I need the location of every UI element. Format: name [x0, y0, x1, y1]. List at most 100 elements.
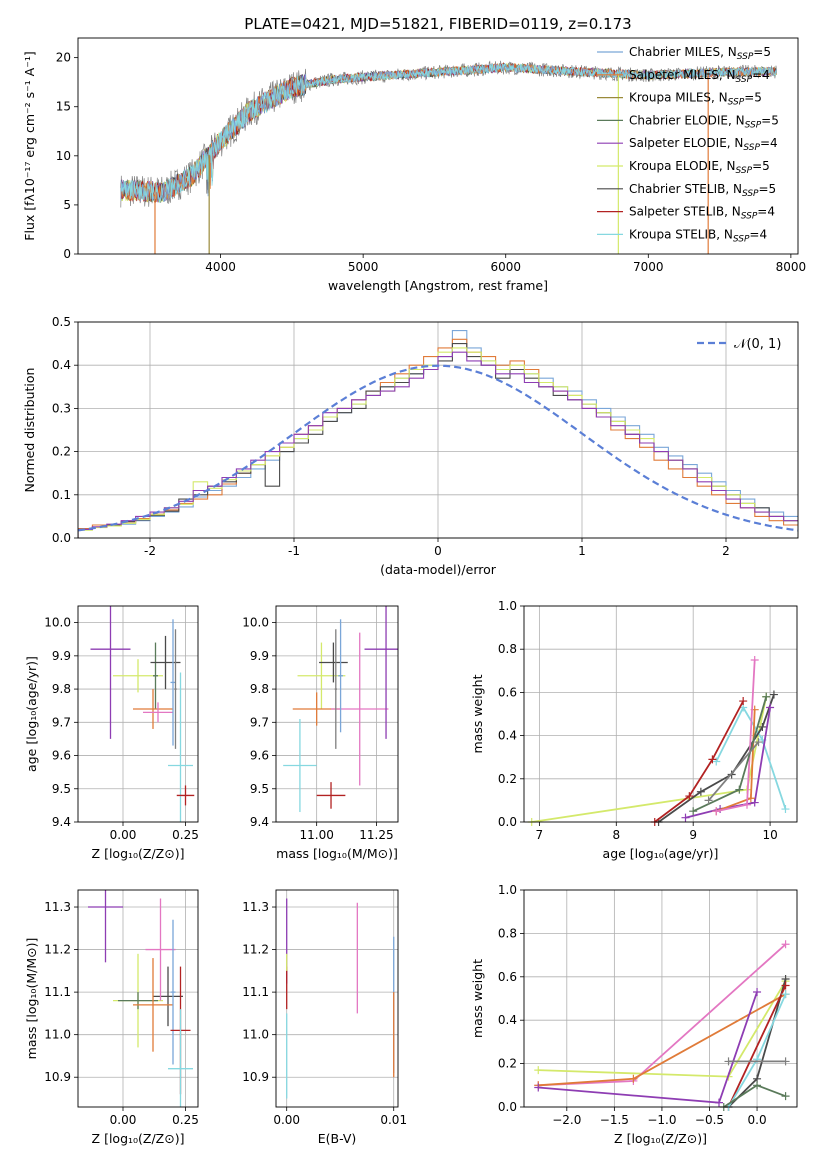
- legend-count: =4: [749, 227, 767, 241]
- mass_vs_EBV-xtick-label: 0.00: [273, 1113, 300, 1127]
- weight_vs_age-xlabel: age [log₁₀(age/yr)]: [603, 846, 719, 861]
- weight_vs_Z-frame: [523, 889, 798, 1108]
- weight_vs_Z-marker: [781, 1092, 790, 1101]
- spectrum-line-c1: [120, 63, 777, 203]
- mass_vs_EBV-ytick-label: 10.9: [242, 1070, 269, 1084]
- mass_vs_EBV-frame: [275, 889, 399, 1108]
- weight_vs_age-line-c11: [707, 741, 760, 801]
- spectrum-ylabel: Flux [fλ10⁻¹⁷ erg cm⁻² s⁻¹ A⁻¹]: [22, 51, 37, 240]
- weight_vs_age-ytick-label: 0.0: [498, 815, 517, 829]
- weight_vs_Z-marker: [715, 1098, 723, 1107]
- weight_vs_Z-panel: [520, 889, 797, 1111]
- spectrum-xtick-label: 7000: [633, 260, 664, 274]
- mass_vs_Z-ytick-label: 11.1: [44, 985, 71, 999]
- legend-count: =5: [753, 45, 771, 59]
- mass_vs_Z-xtick-label: 0.00: [110, 1113, 137, 1127]
- spectrum-xtick-label: 8000: [776, 260, 807, 274]
- spectrum-xtick-label: 6000: [490, 260, 521, 274]
- mass_vs_EBV-panel: [272, 890, 398, 1111]
- weight_vs_Z-line-c5: [538, 991, 758, 1104]
- age_vs_Z-ytick-label: 9.6: [52, 749, 71, 763]
- residuals-xtick-label: 1: [578, 544, 586, 558]
- weight_vs_age-ytick-label: 1.0: [498, 599, 517, 613]
- weight_vs_age-marker: [689, 807, 698, 816]
- spectrum-legend-label: Kroupa ELODIE, NSSP=5: [629, 159, 770, 176]
- spectrum-legend-label: Chabrier MILES, NSSP=5: [629, 45, 771, 62]
- age_vs_Z-xlabel: Z [log₁₀(Z/Z⊙)]: [92, 846, 185, 861]
- spectrum-ytick-label: 5: [63, 198, 71, 212]
- weight_vs_age-xtick-label: 7: [536, 828, 544, 842]
- spectrum-legend-label: Salpeter STELIB, NSSP=4: [629, 205, 775, 222]
- residuals-histogram-c5: [78, 351, 798, 538]
- weight_vs_Z-marker: [781, 1057, 790, 1066]
- weight_vs_age-marker: [712, 807, 721, 816]
- weight_vs_age-ytick-label: 0.4: [498, 729, 517, 743]
- spectrum-legend-label: Salpeter MILES, NSSP=4: [629, 68, 770, 85]
- residuals-xtick-label: -2: [144, 544, 156, 558]
- weight_vs_Z-ytick-label: 0.6: [498, 970, 517, 984]
- residuals-ylabel: Normed distribution: [22, 368, 37, 493]
- legend-count: =5: [744, 91, 762, 105]
- age_vs_Z-xtick-label: 0.25: [172, 828, 199, 842]
- age_vs_mass-ytick-label: 9.6: [250, 749, 269, 763]
- weight_vs_Z-marker: [781, 981, 790, 990]
- weight_vs_Z-ytick-label: 0.8: [498, 926, 517, 940]
- age_vs_mass-xtick-label: 11.25: [359, 828, 393, 842]
- residuals-ytick-label: 0.0: [52, 531, 71, 545]
- age_vs_Z-xtick-label: 0.00: [110, 828, 137, 842]
- age_vs_Z-ytick-label: 9.5: [52, 782, 71, 796]
- mass_vs_EBV-ytick-label: 11.1: [242, 985, 269, 999]
- weight_vs_age-xtick-label: 9: [689, 828, 697, 842]
- weight_vs_Z-marker: [781, 990, 790, 999]
- spectrum-xlabel: wavelength [Angstrom, rest frame]: [328, 278, 548, 293]
- weight_vs_age-marker: [696, 787, 705, 796]
- figure-title: PLATE=0421, MJD=51821, FIBERID=0119, z=0…: [244, 15, 631, 33]
- weight_vs_age-line-c8: [654, 700, 744, 822]
- legend-subscript: SSP: [745, 120, 762, 130]
- age_vs_mass-ytick-label: 9.9: [250, 649, 269, 663]
- weight_vs_Z-ytick-label: 0.2: [498, 1057, 517, 1071]
- mass_vs_Z-frame: [77, 889, 199, 1108]
- age_vs_mass-ytick-label: 9.5: [250, 782, 269, 796]
- weight_vs_Z-marker: [781, 940, 790, 949]
- legend-count: =4: [760, 136, 778, 150]
- weight_vs_age-ytick-label: 0.8: [498, 642, 517, 656]
- weight_vs_age-xtick-label: 10: [762, 828, 777, 842]
- residuals-frame: [77, 321, 799, 539]
- age_vs_Z-ylabel: age [log₁₀(age/yr)]: [24, 656, 39, 772]
- legend-subscript: SSP: [728, 98, 745, 108]
- spectrum-line-c9: [120, 63, 777, 203]
- spectrum-ytick-label: 20: [56, 51, 71, 65]
- weight_vs_Z-ytick-label: 0.0: [498, 1100, 517, 1114]
- age_vs_mass-ytick-label: 10.0: [242, 616, 269, 630]
- mass_vs_EBV-xtick-label: 0.01: [380, 1113, 407, 1127]
- spectrum-legend-label: Chabrier STELIB, NSSP=5: [629, 182, 776, 199]
- legend-count: =5: [759, 182, 777, 196]
- weight_vs_age-marker: [708, 755, 717, 764]
- mass_vs_EBV-ytick-label: 11.3: [242, 900, 269, 914]
- weight_vs_age-line-c9: [715, 705, 787, 810]
- spectrum-ytick-label: 0: [63, 247, 71, 261]
- spectrum-xtick-label: 4000: [205, 260, 236, 274]
- residuals-xtick-label: -1: [288, 544, 300, 558]
- weight_vs_age-marker: [750, 798, 759, 807]
- weight_vs_age-marker: [750, 656, 759, 664]
- spectrum-panel: [74, 57, 792, 258]
- weight_vs_age-line-c6: [531, 696, 768, 822]
- weight_vs_Z-ylabel: mass weight: [470, 959, 485, 1038]
- weight_vs_Z-marker: [724, 1057, 733, 1066]
- weight_vs_age-marker: [758, 722, 767, 731]
- mass_vs_Z-ytick-label: 11.2: [44, 943, 71, 957]
- spectrum-legend-label: Chabrier ELODIE, NSSP=5: [629, 113, 779, 130]
- age_vs_mass-xtick-label: 11.00: [299, 828, 333, 842]
- weight_vs_age-marker: [754, 738, 763, 747]
- residuals-ytick-label: 0.4: [52, 358, 71, 372]
- mass_vs_EBV-ytick-label: 11.0: [242, 1028, 269, 1042]
- spectrum-xtick-label: 5000: [348, 260, 379, 274]
- mass_vs_Z-ylabel: mass [log₁₀(M/M⊙)]: [24, 938, 39, 1060]
- weight_vs_Z-marker: [753, 1081, 762, 1090]
- residuals-ytick-label: 0.3: [52, 401, 71, 415]
- legend-subscript: SSP: [733, 234, 750, 244]
- weight_vs_Z-line-c8: [727, 985, 787, 1107]
